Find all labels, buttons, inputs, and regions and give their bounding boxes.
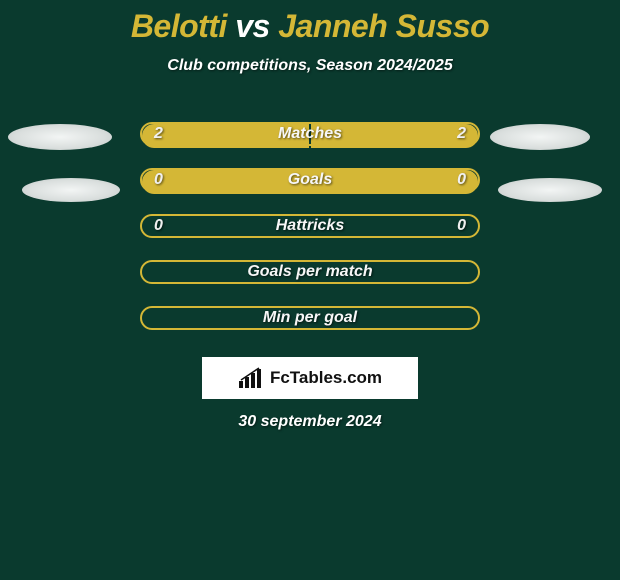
infographic-container: Belotti vs Janneh Susso Club competition… xyxy=(0,0,620,580)
stat-label: Matches xyxy=(142,125,478,143)
stat-bar: Goals per match xyxy=(140,260,480,284)
stat-label: Goals xyxy=(142,171,478,189)
stat-label: Goals per match xyxy=(142,263,478,281)
stat-row: Min per goal xyxy=(0,295,620,341)
player2-name: Janneh Susso xyxy=(278,8,489,44)
stat-label: Hattricks xyxy=(142,217,478,235)
stat-label: Min per goal xyxy=(142,309,478,327)
player1-name: Belotti xyxy=(131,8,227,44)
subtitle: Club competitions, Season 2024/2025 xyxy=(0,57,620,75)
stat-bar: Min per goal xyxy=(140,306,480,330)
stat-value-left: 0 xyxy=(154,171,163,189)
logo-text: FcTables.com xyxy=(270,368,382,388)
stat-row: Goals per match xyxy=(0,249,620,295)
stat-row: Goals0 0 xyxy=(0,157,620,203)
stat-value-right: 2 xyxy=(457,125,466,143)
stats-rows: Matches22Goals00Hattricks00Goals per mat… xyxy=(0,111,620,341)
stat-bar: Matches2 2 xyxy=(140,122,480,146)
stat-row: Matches2 2 xyxy=(0,111,620,157)
page-title: Belotti vs Janneh Susso xyxy=(0,0,620,45)
date-text: 30 september 2024 xyxy=(0,413,620,431)
stat-value-right: 0 xyxy=(457,171,466,189)
stat-row: Hattricks0 0 xyxy=(0,203,620,249)
stat-value-left: 0 xyxy=(154,217,163,235)
chart-icon xyxy=(238,367,264,389)
vs-text: vs xyxy=(235,8,270,44)
stat-bar: Hattricks0 0 xyxy=(140,214,480,238)
stat-value-left: 2 xyxy=(154,125,163,143)
stat-value-right: 0 xyxy=(457,217,466,235)
logo-box: FcTables.com xyxy=(202,357,418,399)
stat-bar: Goals0 0 xyxy=(140,168,480,192)
